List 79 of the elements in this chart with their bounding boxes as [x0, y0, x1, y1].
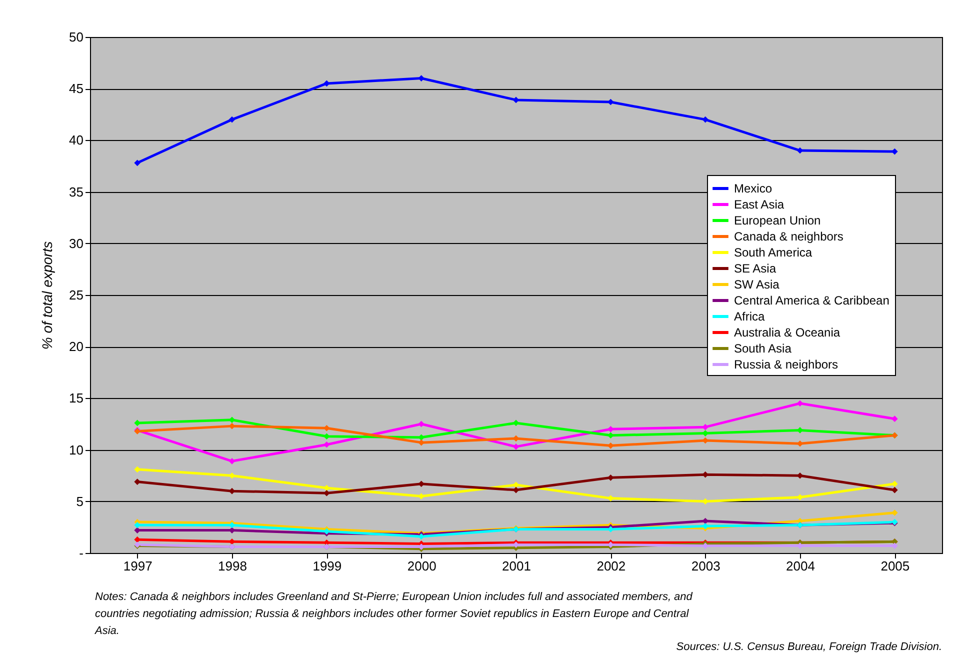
- legend-label: South Asia: [734, 342, 792, 356]
- point: [512, 444, 520, 450]
- point: [512, 96, 520, 104]
- x-tick-label: 2002: [596, 558, 626, 574]
- point: [228, 472, 236, 479]
- point: [134, 160, 140, 166]
- point: [324, 441, 330, 448]
- x-tick-label: 1997: [123, 558, 152, 574]
- x-tick-label: 2004: [786, 558, 815, 574]
- y-tick-label: 20: [69, 339, 84, 354]
- point: [892, 416, 898, 422]
- point: [608, 98, 614, 106]
- point: [228, 416, 236, 424]
- point: [324, 490, 330, 496]
- point: [512, 435, 520, 442]
- x-tick-label: 2003: [691, 558, 720, 574]
- y-tick-label: 45: [69, 81, 84, 96]
- point: [892, 480, 898, 488]
- point: [418, 420, 424, 428]
- y-tick-label: 25: [69, 288, 84, 302]
- point: [134, 466, 140, 473]
- point: [418, 434, 424, 441]
- x-tick-label: 1998: [218, 558, 247, 574]
- point: [228, 458, 236, 464]
- point: [796, 472, 804, 479]
- x-tick-label: 1999: [312, 558, 342, 574]
- legend-label: Russia & neighbors: [734, 358, 838, 372]
- point: [418, 480, 424, 488]
- legend-label: Central America & Caribbean: [734, 294, 890, 308]
- point: [324, 433, 330, 440]
- x-tick-label: 2000: [407, 558, 436, 574]
- point: [702, 437, 708, 444]
- y-tick-label: 40: [69, 132, 84, 148]
- legend-label: Africa: [734, 310, 765, 324]
- point: [608, 432, 614, 439]
- point: [892, 486, 898, 494]
- legend-label: SE Asia: [734, 262, 776, 276]
- text: Notes: Canada & neighbors includes Greenland and St-Pierre; European Union includes full and associated members, and countries negotiating admission; Russia & neighbors includes other former Soviet republics in Eastern Europe and Central Asia.: [94, 591, 694, 637]
- point: [702, 116, 708, 123]
- point: [418, 439, 424, 446]
- legend-label: Mexico: [734, 182, 772, 196]
- point: [892, 510, 898, 516]
- x-tick-label: 2005: [880, 558, 910, 574]
- point: [228, 538, 236, 545]
- legend-label: Canada & neighbors: [734, 230, 844, 244]
- point: [134, 536, 140, 543]
- y-tick-label: 15: [69, 390, 84, 406]
- x-tick-label: 2001: [502, 558, 531, 574]
- y-tick-label: 50: [69, 30, 84, 44]
- point: [134, 478, 140, 485]
- y-tick-label: 10: [69, 442, 84, 458]
- point: [796, 494, 804, 500]
- point: [512, 420, 520, 426]
- legend-label: East Asia: [734, 198, 784, 212]
- point: [796, 427, 804, 434]
- point: [228, 116, 236, 123]
- point: [796, 440, 804, 447]
- legend-label: South America: [734, 246, 812, 260]
- y-tick-label: 5: [76, 494, 84, 509]
- point: [512, 486, 520, 494]
- legend-label: European Union: [734, 214, 821, 228]
- point: [134, 522, 140, 528]
- point: [796, 400, 804, 407]
- point: [134, 420, 140, 426]
- legend-label: SW Asia: [734, 278, 780, 292]
- point: [324, 80, 330, 87]
- point: [702, 424, 708, 430]
- y-axis-title: % of total exports: [39, 241, 56, 350]
- y-tick-label: 30: [69, 236, 84, 251]
- point: [512, 482, 520, 488]
- point: [324, 424, 330, 432]
- source-note: Sources: U.S. Census Bureau, Foreign Trade Division.: [676, 641, 942, 653]
- legend-label: Australia & Oceania: [734, 326, 840, 340]
- y-tick-label: -: [79, 546, 84, 560]
- point: [892, 148, 898, 155]
- point: [324, 484, 330, 492]
- point: [702, 498, 708, 505]
- y-tick-label: 35: [69, 184, 84, 200]
- point: [702, 471, 708, 478]
